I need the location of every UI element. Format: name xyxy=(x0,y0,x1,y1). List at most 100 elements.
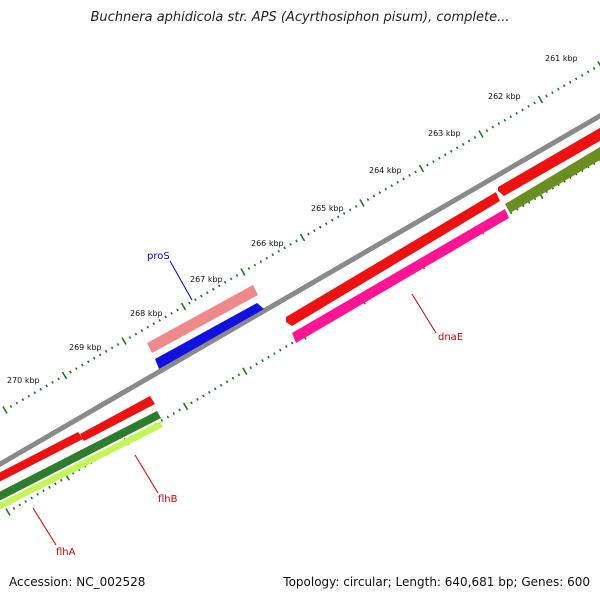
outer-tick xyxy=(271,253,275,257)
inner-tick xyxy=(182,402,189,411)
outer-tick xyxy=(61,371,68,380)
forward-cds-flhB-region xyxy=(80,396,155,441)
outer-tick xyxy=(45,384,48,388)
inner-tick xyxy=(190,401,193,405)
outer-tick xyxy=(402,177,405,181)
inner-tick xyxy=(208,390,211,394)
inner-tick xyxy=(219,383,223,387)
reverse-cds-flhA-region xyxy=(0,411,161,501)
gene-label-flhB: flhB xyxy=(158,494,178,505)
inner-tick xyxy=(172,411,176,415)
outer-tick xyxy=(170,311,173,315)
outer-tick xyxy=(580,73,584,77)
outer-tick xyxy=(478,130,484,138)
dnaE-feature-bar xyxy=(292,209,509,343)
inner-tick xyxy=(213,387,217,391)
outer-tick xyxy=(592,66,596,70)
inner-tick xyxy=(5,508,11,516)
outer-tick xyxy=(152,322,156,326)
outer-tick xyxy=(537,95,544,104)
outer-tick xyxy=(313,229,316,233)
outer-tick xyxy=(414,170,417,174)
outer-tick-ring xyxy=(2,61,600,414)
gene-label-flhA: flhA xyxy=(56,547,76,558)
inner-tick xyxy=(18,503,22,507)
tick-label-267: 267 kbp xyxy=(190,275,223,284)
outer-tick xyxy=(206,291,209,295)
outer-tick xyxy=(473,135,477,139)
outer-tick xyxy=(426,163,429,167)
tick-label-263: 263 kbp xyxy=(428,129,461,138)
outer-tick xyxy=(299,233,306,242)
inner-tick xyxy=(261,359,264,363)
inner-tick xyxy=(290,341,294,345)
outer-tick xyxy=(527,104,530,108)
inner-tick xyxy=(24,499,28,503)
outer-tick xyxy=(563,84,566,88)
outer-tick xyxy=(342,211,346,215)
outer-tick xyxy=(104,349,108,353)
outer-tick xyxy=(116,342,120,346)
outer-tick xyxy=(348,208,352,212)
gene-label-proS-group: proS xyxy=(147,251,193,301)
outer-tick xyxy=(229,277,233,281)
outer-tick xyxy=(597,61,600,67)
outer-tick xyxy=(69,370,72,374)
outer-tick xyxy=(235,273,239,277)
inner-tick xyxy=(12,507,16,510)
outer-tick xyxy=(194,298,197,302)
outer-tick xyxy=(39,387,42,391)
inner-tick xyxy=(30,496,33,500)
tick-label-265: 265 kbp xyxy=(311,204,344,213)
tick-label-264: 264 kbp xyxy=(369,166,402,175)
outer-tick xyxy=(295,239,298,243)
outer-tick xyxy=(140,329,144,333)
outer-tick xyxy=(521,108,524,112)
inner-tick xyxy=(242,367,248,376)
outer-tick xyxy=(319,225,322,229)
outer-tick xyxy=(557,87,560,91)
outer-tick xyxy=(390,184,394,188)
tick-label-269: 269 kbp xyxy=(69,343,102,352)
outer-tick xyxy=(467,139,471,143)
outer-tick xyxy=(240,268,246,276)
backbone-line xyxy=(0,113,600,467)
outer-tick xyxy=(359,199,365,207)
inner-tick xyxy=(231,376,235,380)
inner-tick xyxy=(48,485,51,489)
outer-tick xyxy=(87,360,90,364)
outer-tick xyxy=(336,215,340,219)
inner-tick xyxy=(54,482,57,486)
outer-tick xyxy=(57,377,60,381)
outer-tick xyxy=(9,405,13,409)
forward-cds-right xyxy=(498,127,600,196)
tick-label-268: 268 kbp xyxy=(130,309,163,318)
outer-tick xyxy=(372,194,376,198)
outer-tick xyxy=(164,315,167,319)
accession-text: Accession: NC_002528 xyxy=(9,575,146,589)
inner-tick xyxy=(42,489,45,493)
outer-tick xyxy=(81,363,84,367)
genome-summary-text: Topology: circular; Length: 640,681 bp; … xyxy=(283,575,590,589)
outer-tick xyxy=(259,260,263,264)
outer-tick xyxy=(396,180,399,184)
gene-label-flhA-group: flhA xyxy=(32,507,76,558)
outer-tick xyxy=(247,267,251,271)
outer-tick xyxy=(432,160,435,164)
outer-tick xyxy=(586,70,590,74)
outer-tick xyxy=(75,367,78,371)
inner-tick xyxy=(178,408,181,412)
outer-tick xyxy=(503,118,507,122)
outer-tick xyxy=(384,187,388,191)
outer-tick xyxy=(444,153,447,157)
outer-tick xyxy=(461,142,465,146)
outer-tick xyxy=(418,164,425,173)
inner-tick xyxy=(249,366,252,370)
outer-tick xyxy=(121,337,127,345)
outer-tick xyxy=(509,115,513,119)
outer-tick xyxy=(21,398,25,402)
outer-tick xyxy=(51,380,54,384)
tick-label-261: 261 kbp xyxy=(545,54,578,63)
outer-tick xyxy=(449,149,453,153)
outer-tick xyxy=(551,91,554,95)
